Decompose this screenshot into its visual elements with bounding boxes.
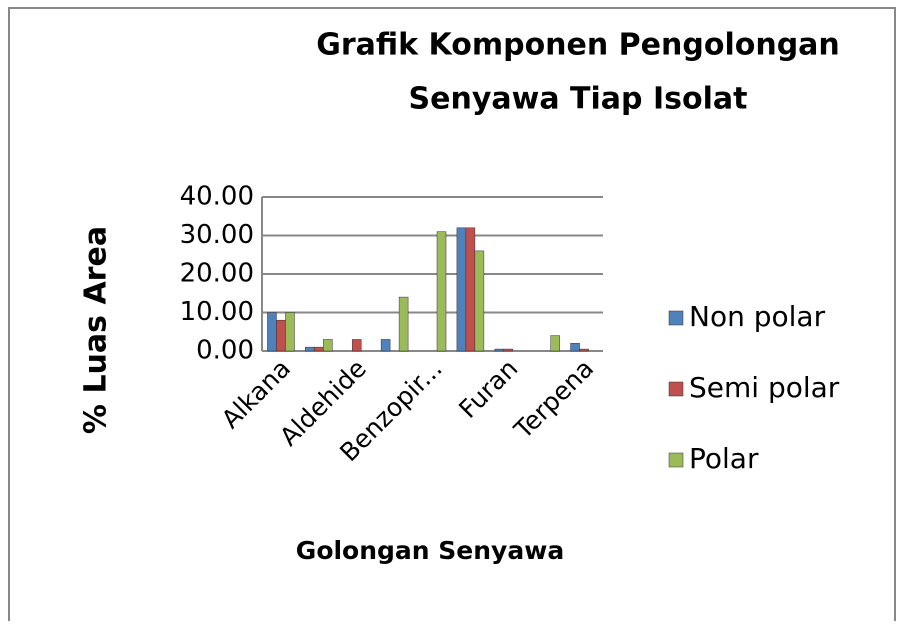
bar (465, 227, 476, 352)
legend-swatch (668, 310, 684, 326)
y-tick-label: 0.00 (196, 336, 254, 366)
bar (456, 227, 467, 352)
legend-label: Semi polar (689, 371, 840, 404)
bar (570, 343, 580, 352)
bar (351, 339, 362, 352)
bar (474, 250, 485, 352)
legend-label: Polar (689, 442, 759, 475)
chart-border (8, 7, 896, 621)
y-tick-label: 10.00 (180, 297, 254, 327)
y-tick-label: 40.00 (180, 182, 254, 212)
x-tick-group: Furan (453, 354, 523, 424)
bar (380, 339, 391, 352)
bar (305, 346, 315, 352)
x-axis-title: Golongan Senyawa (296, 536, 564, 565)
bar (285, 312, 295, 352)
x-tick-label: Furan (453, 354, 523, 424)
bar (314, 346, 324, 352)
bar (267, 312, 277, 352)
bar (494, 348, 505, 352)
chart-title: Senyawa Tiap Isolat (409, 82, 748, 117)
bar (436, 231, 447, 352)
bar (276, 319, 286, 352)
x-tick-group: Terpena (508, 354, 599, 445)
legend-label: Non polar (689, 300, 826, 333)
y-axis-title: % Luas Area (79, 226, 114, 434)
legend-swatch (668, 381, 684, 397)
x-tick-label: Terpena (508, 354, 599, 445)
bar (550, 335, 560, 352)
y-tick-label: 20.00 (180, 259, 254, 289)
chart-title: Grafik Komponen Pengolongan (316, 28, 840, 63)
legend-swatch (668, 452, 684, 468)
bar (323, 339, 333, 352)
y-tick-label: 30.00 (180, 220, 254, 250)
bar (503, 348, 514, 352)
bar (579, 348, 589, 352)
bar (398, 296, 409, 352)
